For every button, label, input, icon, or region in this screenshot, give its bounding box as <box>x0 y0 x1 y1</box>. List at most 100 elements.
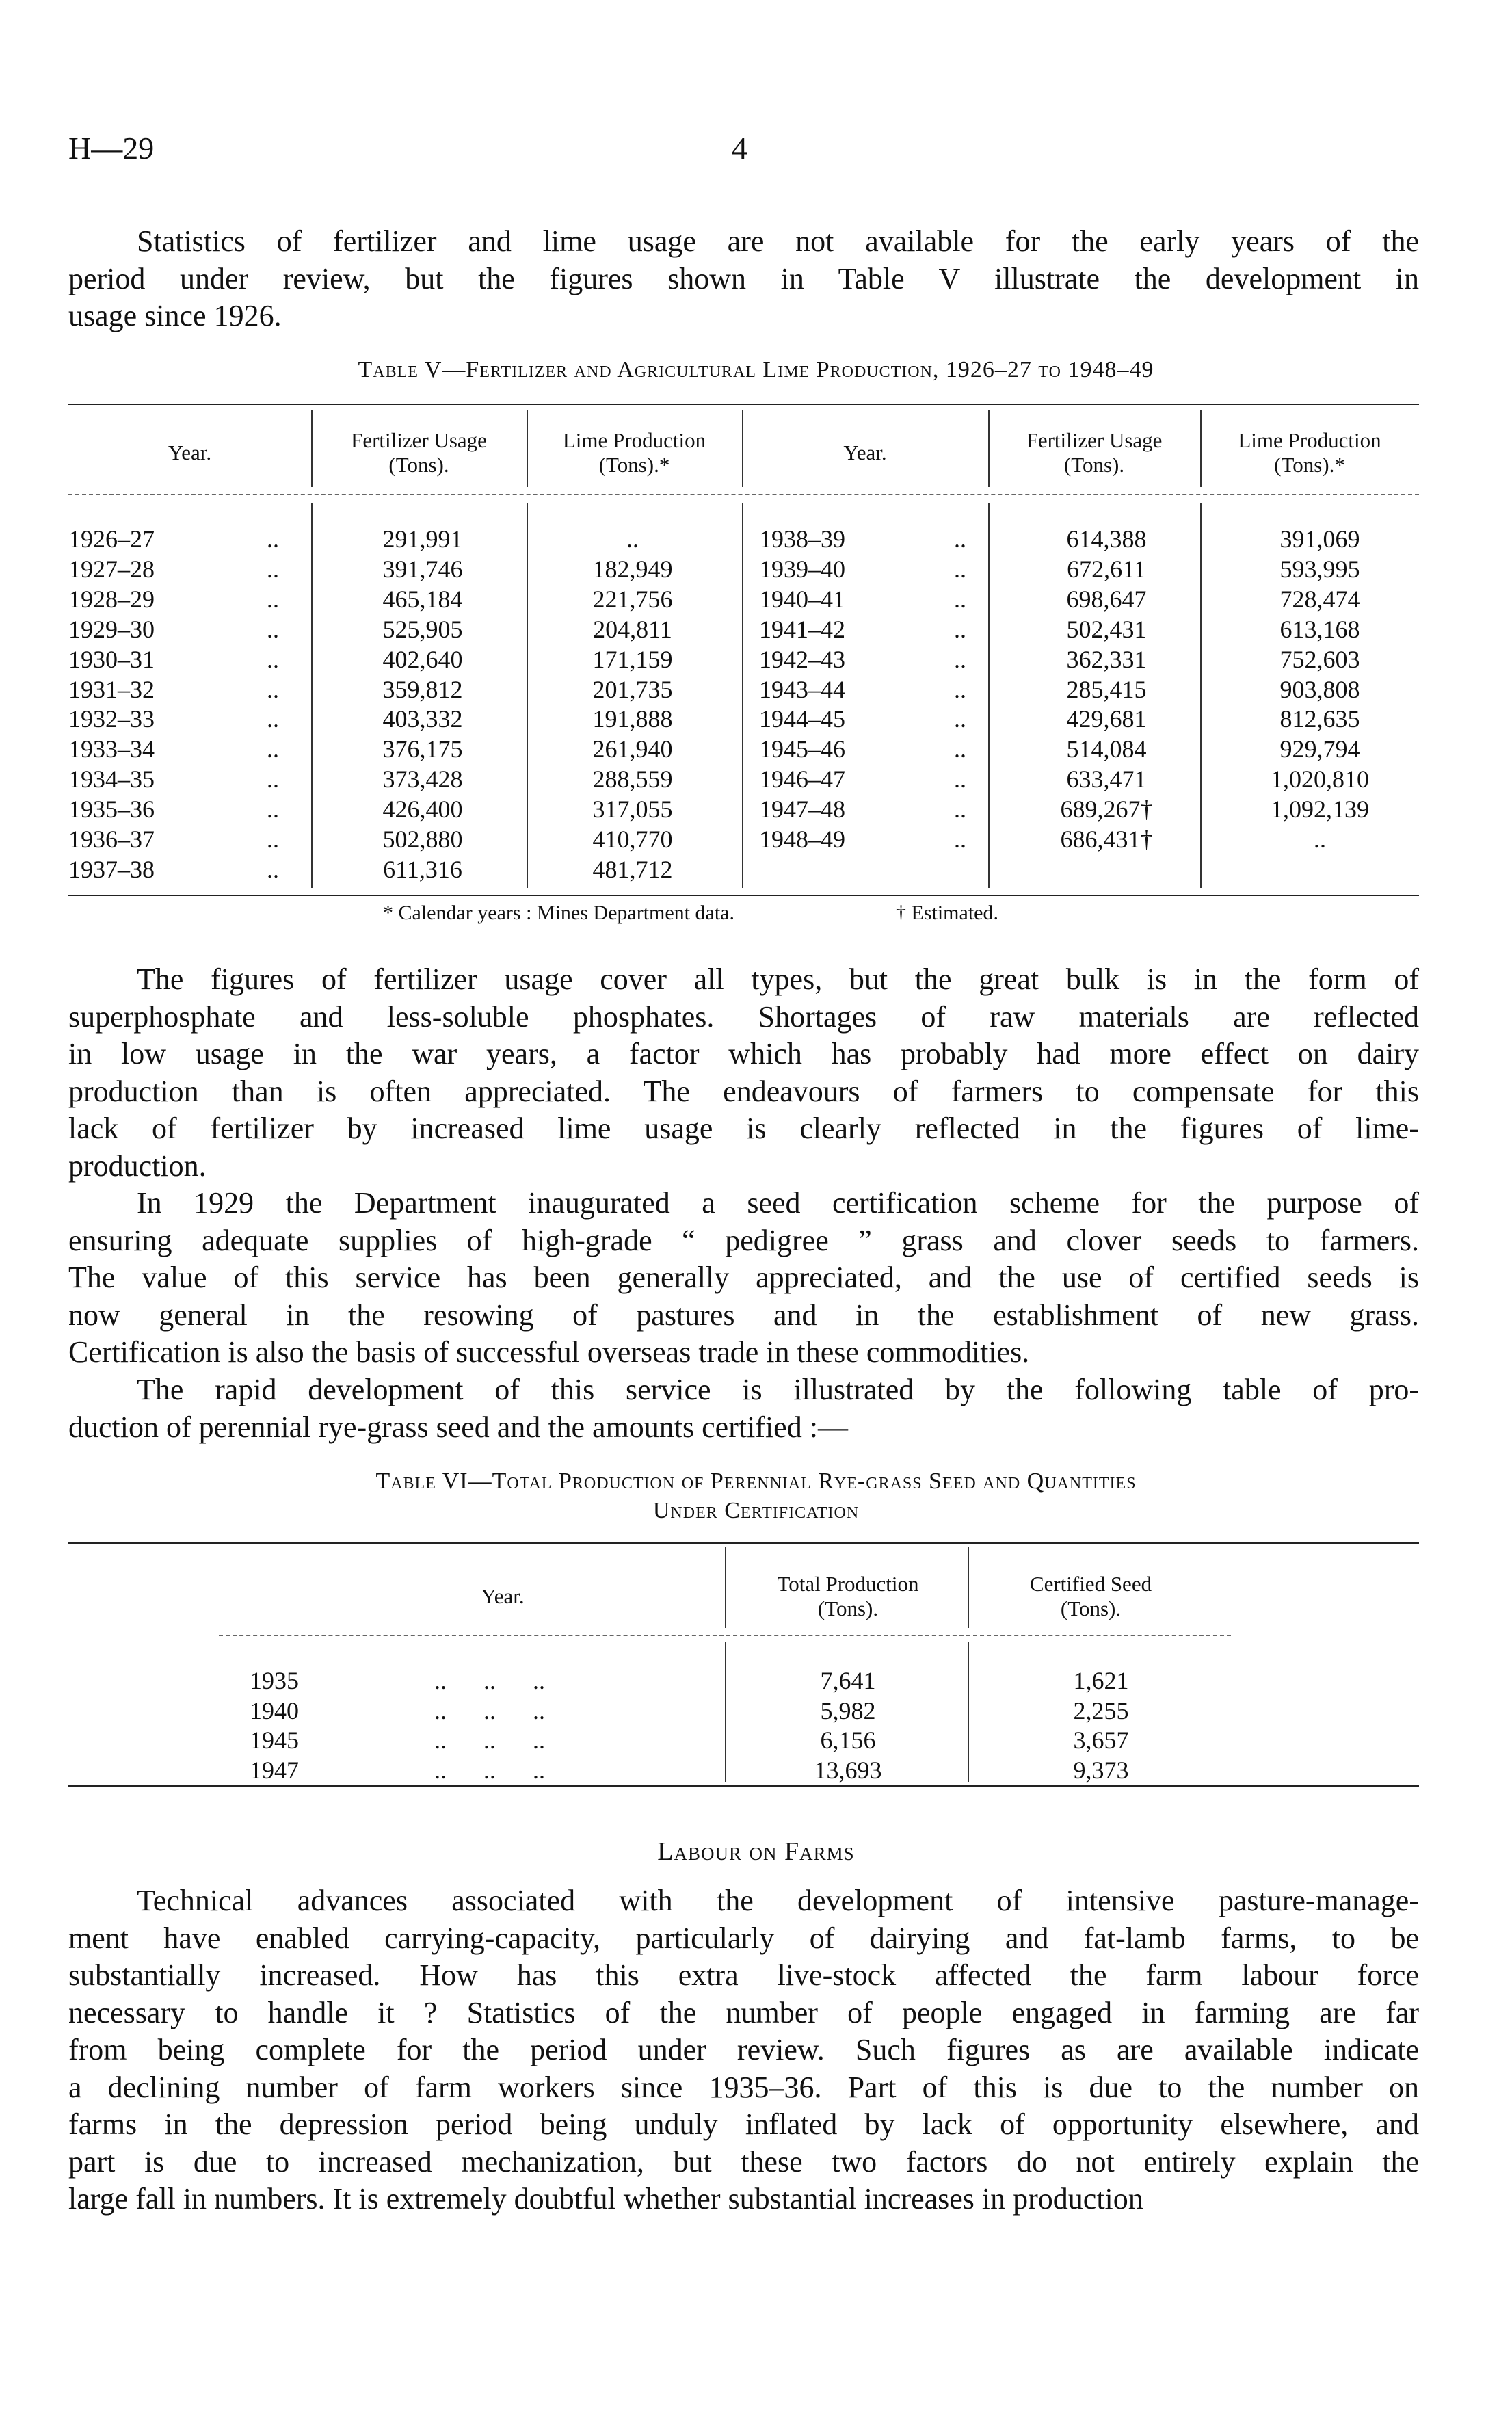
table5-year-cell: 1926–27 <box>68 525 155 553</box>
table5-header-fertilizer: Fertilizer Usage <box>1026 428 1163 452</box>
table6-top-rule <box>68 1542 1419 1544</box>
leader-dots: .. <box>267 525 279 553</box>
text-line: lack of fertilizer by increased lime usa… <box>68 1112 1419 1145</box>
table6-caption-line2: Under Certification <box>652 1498 860 1523</box>
table6-header-certified: Certified Seed <box>1029 1572 1152 1596</box>
text-line: part is due to increased mechanization, … <box>68 2144 1419 2179</box>
table5-year-cell: 1948–49 <box>759 826 845 853</box>
document-code: H—29 <box>68 131 155 166</box>
table5-lime-cell: 391,069 <box>1279 525 1360 553</box>
table5-year-cell: 1943–44 <box>759 675 845 703</box>
leader-dots: .. .. .. <box>434 1696 545 1724</box>
text-line: duction of perennial rye-grass seed and … <box>68 1410 848 1444</box>
text-line: usage since 1926. <box>68 299 282 332</box>
text-line: ensuring adequate supplies of high-grade… <box>68 1223 1419 1257</box>
leader-dots: .. <box>267 555 279 583</box>
table5-year-cell: 1946–47 <box>759 765 845 793</box>
text-line: farms in the depression period being und… <box>68 2107 1419 2141</box>
table5-header-lime: (Tons).* <box>598 453 670 477</box>
table5-lime-cell: 728,474 <box>1279 585 1360 613</box>
table5-footnote-estimated: † Estimated. <box>896 902 998 924</box>
table5-header-lime: Lime Production <box>1238 428 1381 452</box>
table5-lime-cell: 317,055 <box>592 796 673 824</box>
table5-fertilizer-cell: 391,746 <box>382 555 463 583</box>
table6-header-year: Year. <box>481 1584 525 1608</box>
leader-dots: .. <box>954 615 966 643</box>
leader-dots: .. <box>954 735 966 763</box>
leader-dots: .. <box>267 615 279 643</box>
table5-fertilizer-cell: 429,681 <box>1066 705 1147 733</box>
table5-lime-cell: 182,949 <box>592 555 673 583</box>
table5-lime-cell: 752,603 <box>1279 645 1360 673</box>
table5-year-cell: 1940–41 <box>759 585 845 613</box>
table6-year-cell: 1940 <box>250 1696 299 1724</box>
table6-total-cell: 6,156 <box>820 1726 876 1754</box>
paragraph-seed-certification: In 1929 the Department inaugurated a see… <box>68 1185 1419 1371</box>
table5-year-cell: 1930–31 <box>68 645 155 673</box>
table5-lime-cell: 204,811 <box>593 615 672 643</box>
text-line: large fall in numbers. It is extremely d… <box>68 2182 1143 2216</box>
text-line: period under review, but the figures sho… <box>68 261 1419 295</box>
table5-header-fertilizer: (Tons). <box>1063 453 1125 477</box>
table6-certified-cell: 1,621 <box>1073 1667 1129 1694</box>
leader-dots: .. <box>267 796 279 824</box>
text-line: Certification is also the basis of succe… <box>68 1335 1030 1369</box>
table6-header-rule <box>219 1635 1231 1636</box>
table5-year-cell: 1947–48 <box>759 796 845 824</box>
text-line: The value of this service has been gener… <box>68 1261 1419 1294</box>
table5-fertilizer-cell: 402,640 <box>382 645 463 673</box>
leader-dots: .. <box>267 705 279 733</box>
leader-dots: .. .. .. <box>434 1756 545 1784</box>
table5-caption: Table V—Fertilizer and Agricultural Lime… <box>358 357 1154 382</box>
table5-header-year: Year. <box>168 441 212 464</box>
table5-lime-cell: 191,888 <box>592 705 673 733</box>
table5-lime-cell: 481,712 <box>592 855 673 883</box>
paragraph-fertilizer: The figures of fertilizer usage cover al… <box>68 961 1419 1185</box>
table5-column-divider <box>742 503 743 888</box>
text-line: Statistics of fertilizer and lime usage … <box>137 224 1419 258</box>
leader-dots: .. <box>267 735 279 763</box>
leader-dots: .. <box>954 826 966 853</box>
table5-top-rule <box>68 404 1419 405</box>
text-line: production. <box>68 1148 207 1183</box>
table5-header-lime: Lime Production <box>562 428 706 452</box>
table5-fertilizer-cell: 686,431† <box>1060 826 1153 853</box>
leader-dots: .. <box>267 855 279 883</box>
table6-column-divider <box>725 1547 726 1628</box>
leader-dots: .. <box>267 675 279 703</box>
table5-lime-cell: 201,735 <box>592 675 673 703</box>
table5-fertilizer-cell: 362,331 <box>1066 645 1147 673</box>
table5-fertilizer-cell: 373,428 <box>382 765 463 793</box>
table5-header-year: Year. <box>843 441 887 464</box>
table5-year-cell: 1937–38 <box>68 855 155 883</box>
text-line: necessary to handle it ? Statistics of t… <box>68 1995 1419 2029</box>
text-line: ment have enabled carrying-capacity, par… <box>68 1921 1419 1955</box>
table5-fertilizer-cell: 359,812 <box>382 675 463 703</box>
table5-year-cell: 1929–30 <box>68 615 155 643</box>
table6-caption-line1: Table VI—Total Production of Perennial R… <box>375 1469 1137 1494</box>
table5-lime-cell: .. <box>1314 826 1326 853</box>
table6-total-cell: 5,982 <box>820 1696 876 1724</box>
table5-header-fertilizer: Fertilizer Usage <box>351 428 487 452</box>
table5-column-divider <box>311 503 313 888</box>
table5-column-divider <box>988 503 990 888</box>
text-line: The figures of fertilizer usage cover al… <box>137 962 1419 996</box>
text-line: In 1929 the Department inaugurated a see… <box>137 1186 1419 1220</box>
table5-fertilizer-cell: 514,084 <box>1066 735 1147 763</box>
table5-year-cell: 1945–46 <box>759 735 845 763</box>
table5-year-cell: 1944–45 <box>759 705 845 733</box>
table5-lime-cell: 1,092,139 <box>1271 796 1369 824</box>
table5-lime-cell: 812,635 <box>1279 705 1360 733</box>
table5-column-divider <box>1200 410 1202 487</box>
text-line: substantially increased. How has this ex… <box>68 1958 1419 1992</box>
table5-fertilizer-cell: 689,267† <box>1060 796 1153 824</box>
table5-fertilizer-cell: 285,415 <box>1066 675 1147 703</box>
table6-header-certified: (Tons). <box>1060 1596 1122 1620</box>
table6-header-total: (Tons). <box>817 1596 879 1620</box>
table5-fertilizer-cell: 698,647 <box>1066 585 1147 613</box>
table5-year-cell: 1927–28 <box>68 555 155 583</box>
table5-column-divider <box>527 410 528 487</box>
table5-lime-cell: .. <box>626 525 639 553</box>
text-line: in low usage in the war years, a factor … <box>68 1037 1419 1070</box>
